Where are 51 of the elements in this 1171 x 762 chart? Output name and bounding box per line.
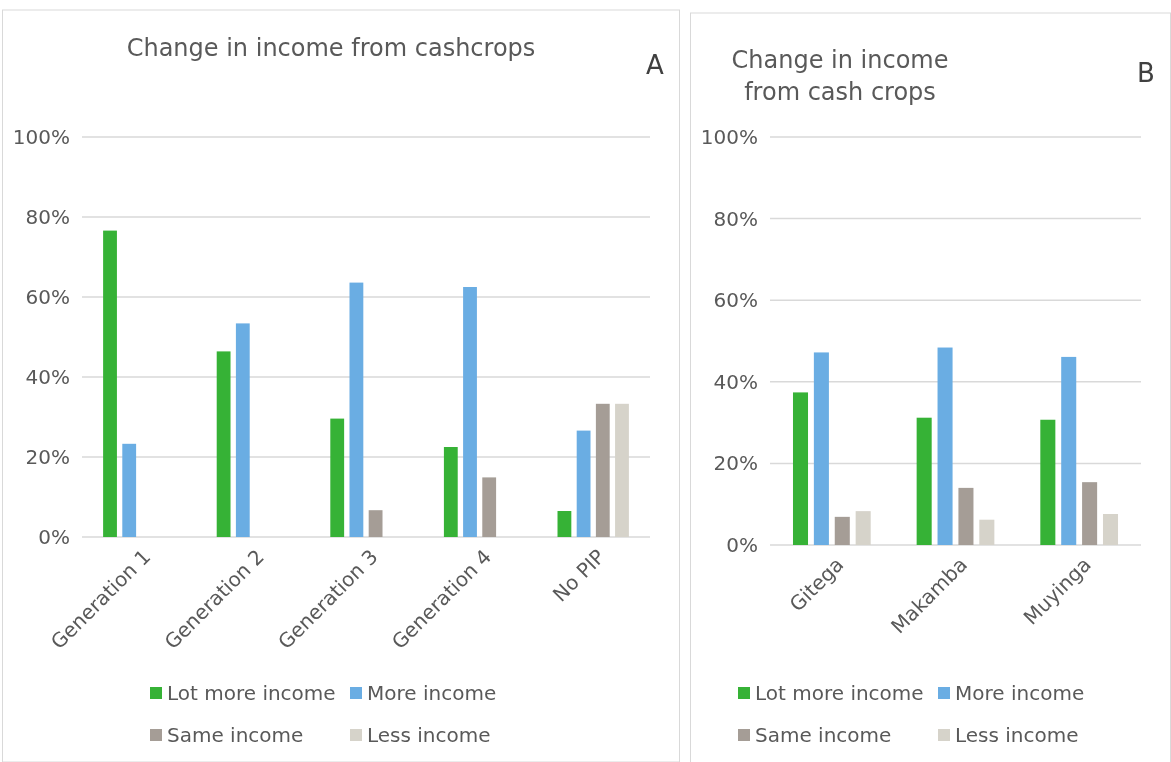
bar: [1102, 513, 1119, 545]
x-tick-label: No PIP: [547, 544, 610, 607]
y-tick-label: 80%: [25, 205, 70, 229]
legend-label: Less income: [955, 723, 1079, 747]
y-tick-label: 0%: [726, 533, 758, 557]
y-tick-label: 0%: [38, 525, 70, 549]
legend-label: More income: [955, 681, 1085, 705]
y-tick-label: 80%: [713, 206, 758, 231]
y-tick-label: 60%: [713, 288, 758, 313]
legend-label: Less income: [367, 723, 491, 747]
bar: [958, 487, 974, 545]
bar: [615, 403, 629, 537]
bar: [813, 352, 829, 545]
bar: [482, 477, 497, 537]
bar: [792, 392, 809, 545]
bar: [937, 347, 953, 545]
bar: [349, 282, 364, 537]
bar: [916, 417, 932, 545]
bar: [368, 510, 383, 537]
legend-label: More income: [367, 681, 497, 705]
legend-label: Same income: [167, 723, 304, 747]
bar: [103, 230, 117, 537]
bar: [557, 511, 572, 537]
bar: [1040, 419, 1056, 545]
text: A: [646, 50, 665, 80]
bar: [463, 287, 477, 537]
text: B: [1137, 58, 1155, 88]
bar: [235, 323, 250, 537]
y-tick-label: 20%: [25, 445, 70, 469]
y-tick-label: 60%: [25, 285, 70, 309]
legend-label: Lot more income: [167, 681, 336, 705]
y-tick-label: 40%: [713, 369, 758, 394]
bar: [1082, 482, 1098, 545]
bar: [443, 447, 458, 537]
chart-title: Change in income from cash crops: [731, 46, 949, 106]
bar: [1061, 356, 1077, 545]
bar: [330, 418, 345, 537]
bar: [576, 430, 591, 537]
bar: [595, 403, 610, 537]
bar: [834, 516, 850, 545]
bar: [855, 511, 871, 545]
y-tick-label: 100%: [12, 125, 70, 149]
chart-title: Change in income from cashcrops: [126, 34, 536, 62]
y-tick-label: 40%: [25, 365, 70, 389]
legend-label: Same income: [755, 723, 892, 747]
legend-label: Lot more income: [755, 681, 924, 705]
bar: [216, 351, 231, 537]
bar: [122, 443, 137, 537]
bar: [979, 519, 995, 545]
y-tick-label: 20%: [713, 451, 758, 476]
y-tick-label: 100%: [700, 125, 758, 149]
